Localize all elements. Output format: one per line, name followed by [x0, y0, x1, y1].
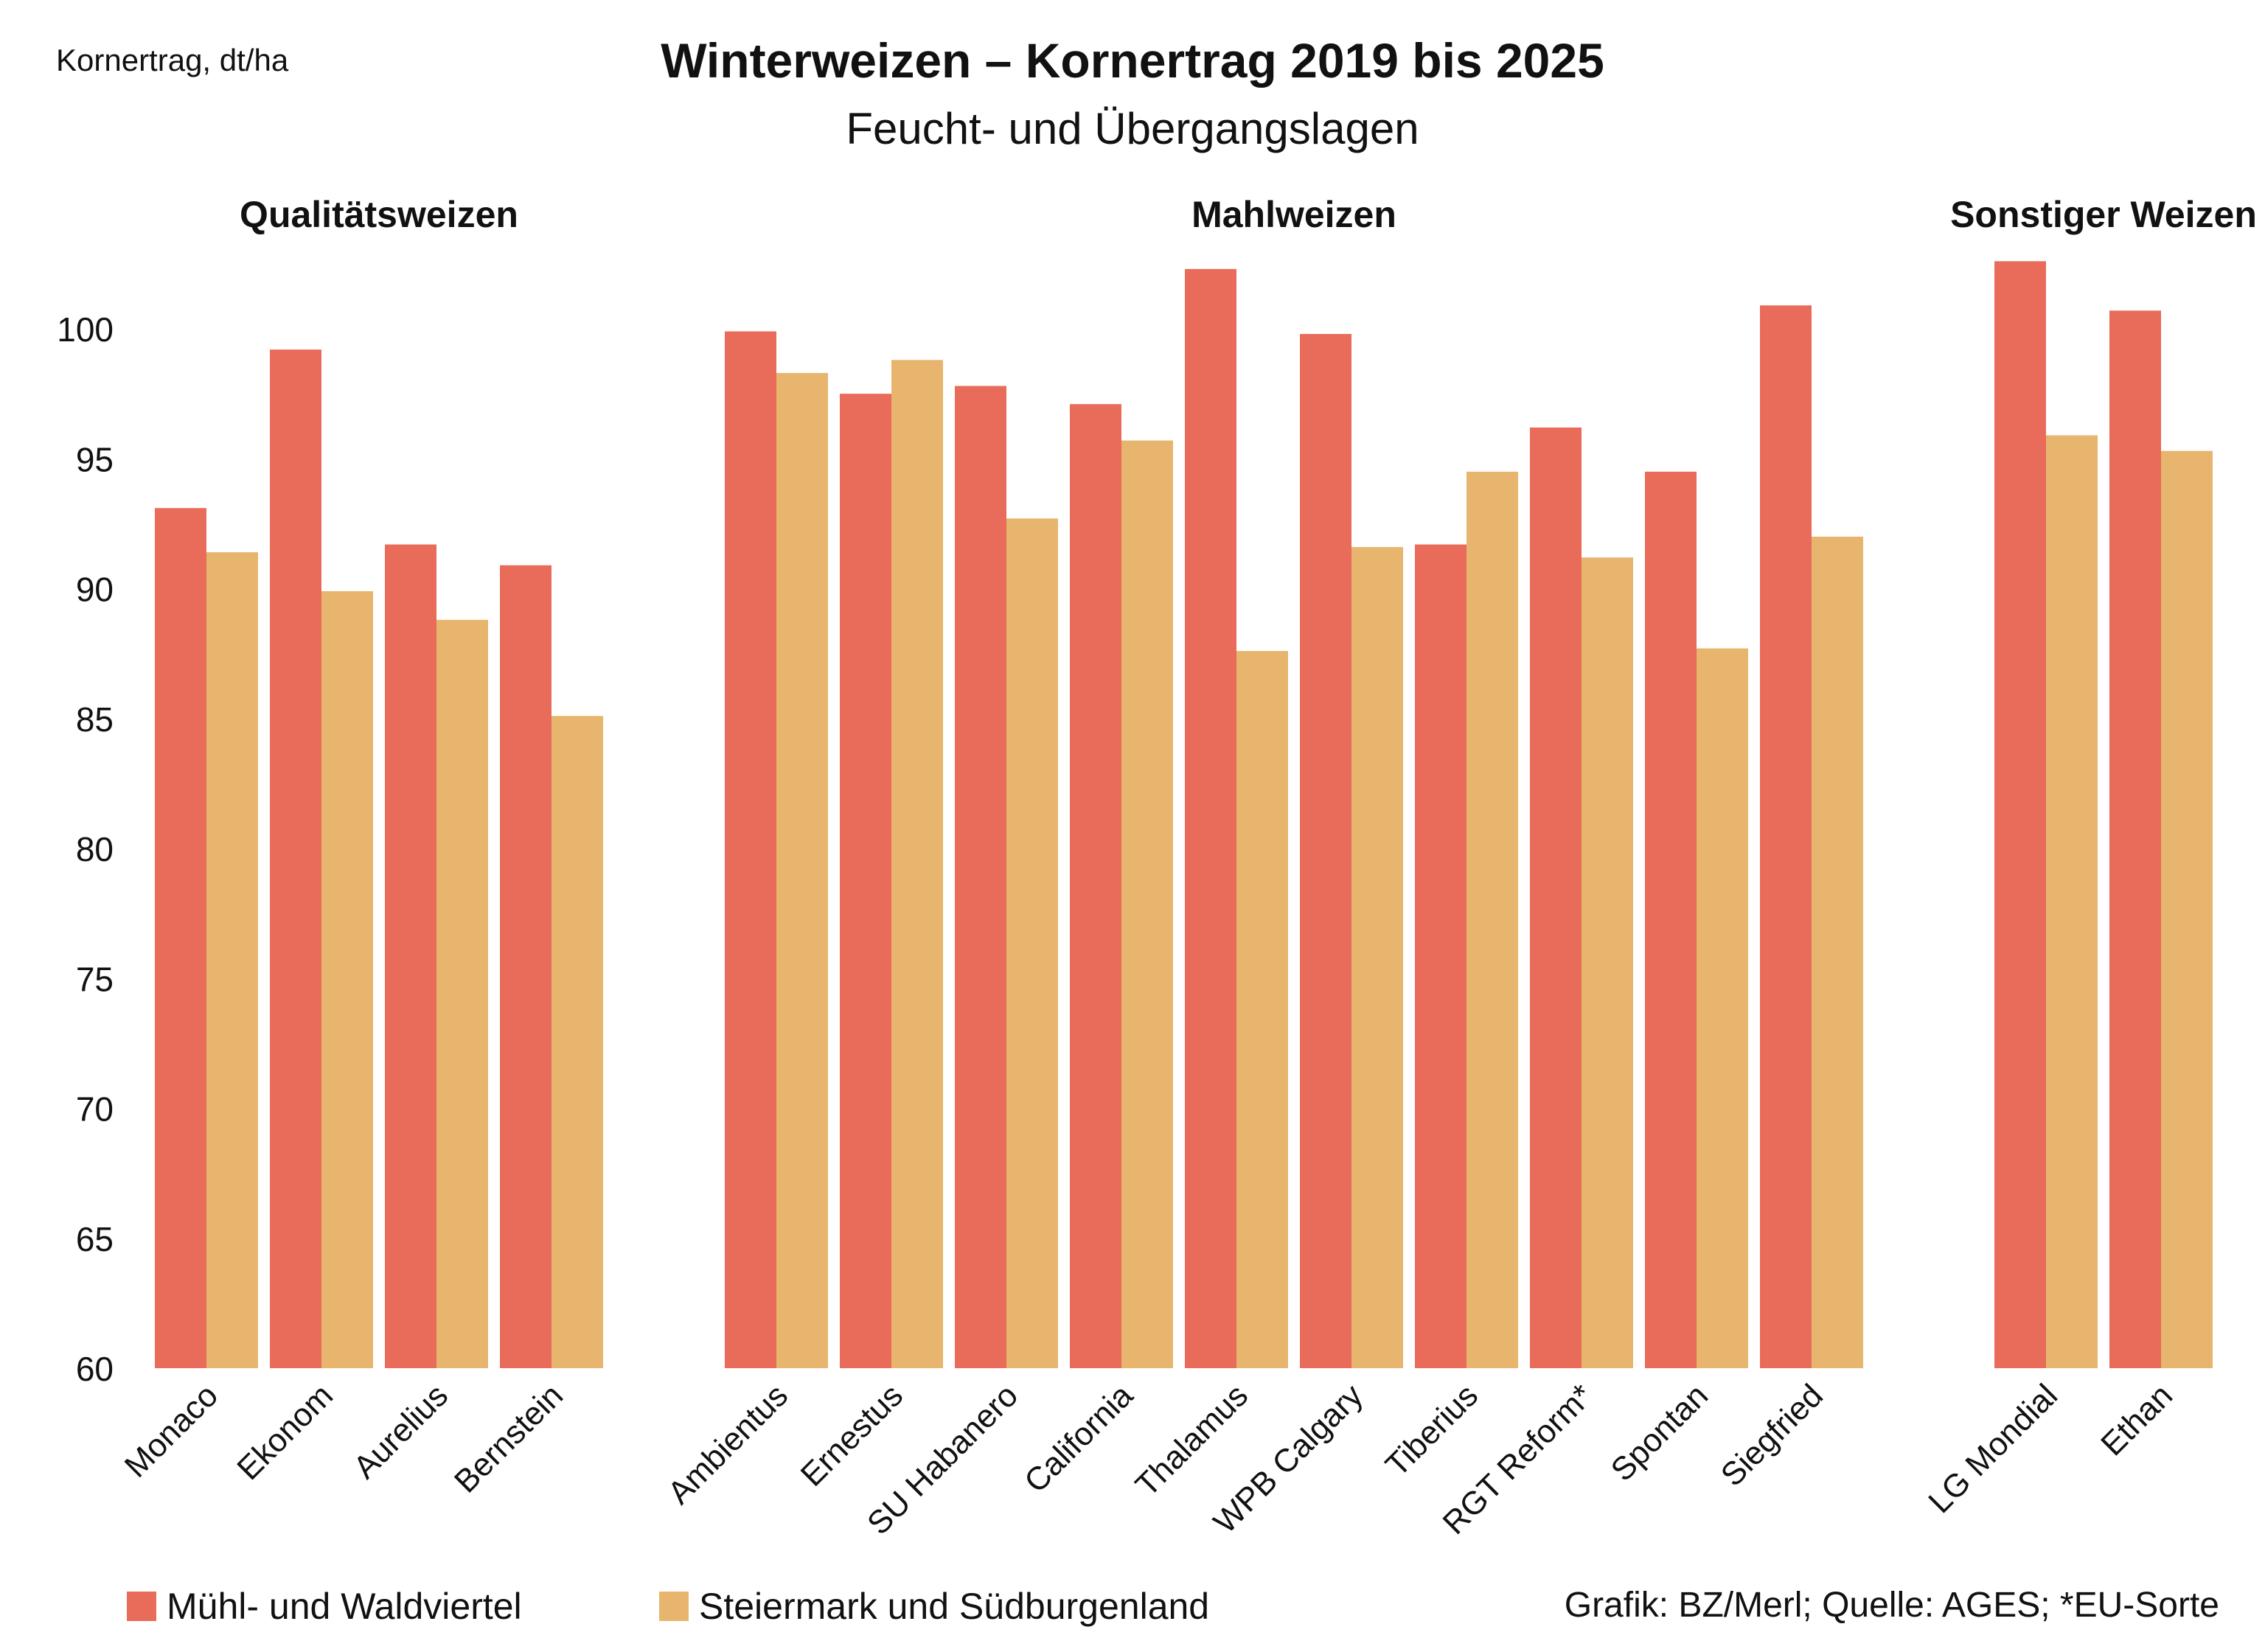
bar-tiberius-steiermark-suedburgenland — [1466, 471, 1518, 1368]
bar-monaco-steiermark-suedburgenland — [206, 552, 258, 1368]
x-tick-label: Ambientus — [661, 1377, 795, 1511]
bar-chart-plot: 60 65 70 75 80 85 90 95 100 Monaco Ekonom AureliusB… — [57, 194, 2257, 1542]
bar-bernstein-steiermark-suedburgenland — [552, 716, 603, 1368]
x-tick-label: LG Mondial — [1921, 1377, 2064, 1520]
bar-bernstein-muehl-waldviertel — [500, 565, 552, 1368]
y-tick-label: 85 — [76, 700, 114, 739]
bar-ethan-steiermark-suedburgenland — [2161, 450, 2213, 1368]
bar-thalamus-steiermark-suedburgenland — [1236, 651, 1288, 1368]
x-tick-label: California — [1017, 1377, 1140, 1499]
bar-california-steiermark-suedburgenland — [1121, 440, 1173, 1369]
x-tick-label: Bernstein — [448, 1377, 570, 1499]
bar-ernestus-steiermark-suedburgenland — [891, 360, 943, 1368]
chart-title: Winterweizen – Kornertrag 2019 bis 2025 — [661, 33, 1604, 88]
legend-label-steiermark-suedburgenland: Steiermark und Südburgenland — [699, 1586, 1210, 1627]
bar-wpb-calgary-muehl-waldviertel — [1300, 334, 1351, 1368]
bar-wpb-calgary-steiermark-suedburgenland — [1351, 547, 1403, 1368]
bar-ernestus-muehl-waldviertel — [840, 394, 891, 1368]
y-tick-label: 75 — [76, 960, 114, 998]
legend-swatch-steiermark-suedburgenland — [659, 1592, 689, 1621]
x-tick-label: Siegfried — [1714, 1377, 1830, 1493]
bar-ekonom-steiermark-suedburgenland — [321, 591, 373, 1368]
legend-label-muehl-waldviertel: Mühl- und Waldviertel — [167, 1586, 522, 1627]
bar-siegfried-muehl-waldviertel — [1760, 305, 1812, 1368]
bar-lg-mondial-steiermark-suedburgenland — [2046, 435, 2098, 1368]
bar-spontan-steiermark-suedburgenland — [1697, 648, 1748, 1368]
group-heading: Sonstiger Weizen — [1950, 194, 2257, 235]
bar-aurelius-steiermark-suedburgenland — [436, 619, 488, 1368]
y-tick-label: 90 — [76, 571, 114, 609]
y-tick-label: 60 — [76, 1350, 114, 1388]
bar-siegfried-steiermark-suedburgenland — [1812, 537, 1863, 1368]
bar-spontan-muehl-waldviertel — [1645, 471, 1697, 1368]
y-axis-unit-label: Kornertrag, dt/ha — [56, 43, 289, 77]
bar-monaco-muehl-waldviertel — [155, 508, 206, 1368]
y-tick-label: 65 — [76, 1220, 114, 1258]
bar-su-habanero-steiermark-suedburgenland — [1006, 518, 1058, 1369]
bar-rgt-reform-steiermark-suedburgenland — [1582, 557, 1633, 1369]
bar-rgt-reform-muehl-waldviertel — [1530, 427, 1582, 1369]
bar-su-habanero-muehl-waldviertel — [955, 386, 1006, 1368]
y-tick-label: 70 — [76, 1090, 114, 1129]
y-tick-label: 95 — [76, 440, 114, 478]
bar-ethan-muehl-waldviertel — [2109, 310, 2161, 1369]
bar-aurelius-muehl-waldviertel — [385, 544, 436, 1369]
x-tick-label: Monaco — [118, 1377, 225, 1484]
bar-thalamus-muehl-waldviertel — [1185, 268, 1236, 1368]
legend-item-muehl-waldviertel: Mühl- und Waldviertel — [127, 1585, 522, 1628]
group-heading: Mahlweizen — [1191, 194, 1396, 235]
legend-item-steiermark-suedburgenland: Steiermark und Südburgenland — [659, 1585, 1209, 1628]
bar-tiberius-muehl-waldviertel — [1415, 544, 1466, 1369]
x-tick-label: Ernestus — [794, 1377, 910, 1493]
y-tick-label: 80 — [76, 830, 114, 868]
bar-ekonom-muehl-waldviertel — [270, 349, 321, 1369]
x-tick-label: Ekonom — [230, 1377, 340, 1487]
group-heading: Qualitätsweizen — [240, 194, 518, 235]
x-tick-label: Spontan — [1604, 1377, 1716, 1488]
legend-swatch-muehl-waldviertel — [127, 1592, 156, 1621]
x-tick-label: Aurelius — [347, 1377, 455, 1485]
source-credit: Grafik: BZ/Merl; Quelle: AGES; *EU-Sorte — [1564, 1586, 2219, 1625]
x-tick-label: Ethan — [2094, 1377, 2179, 1463]
bar-ambientus-muehl-waldviertel — [725, 331, 776, 1368]
chart-subtitle: Feucht- und Übergangslagen — [846, 104, 1419, 153]
bar-california-muehl-waldviertel — [1070, 404, 1121, 1368]
bar-ambientus-steiermark-suedburgenland — [776, 372, 828, 1368]
bar-lg-mondial-muehl-waldviertel — [1994, 261, 2046, 1369]
x-tick-label: Thalamus — [1129, 1377, 1255, 1503]
y-tick-label: 100 — [57, 310, 114, 349]
x-tick-label: Tiberius — [1379, 1377, 1485, 1483]
